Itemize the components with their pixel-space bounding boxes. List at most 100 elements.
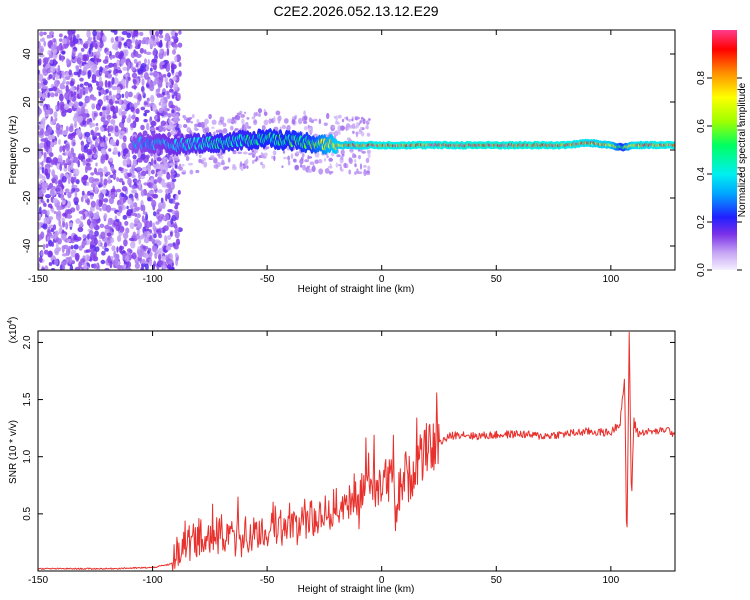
noise-cell (182, 169, 187, 173)
noise-cell (314, 159, 320, 164)
noise-cell (40, 138, 47, 142)
x-tick-label: 0 (379, 575, 385, 586)
noise-cell (98, 199, 103, 208)
noise-cell (126, 32, 132, 39)
noise-cell (233, 150, 236, 153)
noise-cell (64, 151, 69, 156)
noise-cell (70, 132, 77, 137)
noise-cell (88, 37, 91, 41)
noise-cell (361, 118, 363, 122)
noise-cell (70, 152, 73, 159)
noise-cell (41, 186, 47, 194)
noise-cell (165, 82, 171, 87)
noise-cell (303, 126, 308, 131)
noise-cell (73, 101, 79, 109)
noise-cell (257, 113, 261, 117)
noise-cell (267, 120, 271, 123)
noise-cell (69, 39, 74, 48)
noise-cell (42, 223, 48, 230)
spectrogram-panel: -150 -100 -50 0 50 100 -40 -20 0 20 40 Height of … (8, 29, 676, 295)
noise-cell (65, 58, 70, 65)
noise-cell (188, 162, 193, 166)
noise-cell (75, 65, 80, 72)
noise-cell (133, 79, 137, 85)
noise-cell (152, 183, 158, 190)
noise-cell (152, 103, 157, 112)
noise-cell (52, 76, 56, 81)
noise-cell (337, 114, 342, 119)
noise-cell (38, 73, 44, 82)
noise-cell (98, 80, 104, 88)
noise-cell (80, 106, 86, 115)
noise-cell (135, 233, 140, 240)
noise-cell (151, 199, 157, 208)
noise-cell (95, 138, 100, 143)
noise-cell (121, 186, 128, 192)
noise-cell (118, 178, 124, 183)
noise-cell (63, 77, 66, 85)
noise-cell (174, 38, 179, 43)
x-tick-label: -100 (143, 575, 163, 586)
noise-cell (116, 177, 120, 182)
noise-cell (68, 69, 72, 76)
noise-cell (54, 92, 59, 97)
noise-cell (162, 265, 167, 270)
y-tick-label: 0.5 (22, 506, 33, 520)
noise-cell (42, 67, 47, 74)
noise-cell (78, 153, 82, 160)
noise-cell (126, 248, 132, 253)
noise-cell (309, 161, 315, 166)
noise-cell (171, 262, 174, 267)
noise-cell (123, 239, 128, 247)
noise-cell (109, 260, 113, 269)
noise-cell (335, 162, 338, 168)
noise-cell (241, 118, 245, 125)
noise-cell (234, 119, 237, 124)
noise-cell (112, 94, 116, 102)
noise-cell (81, 54, 88, 62)
snr-y-axis: 0.5 1.0 1.5 2.0 (22, 335, 675, 521)
noise-cell (73, 176, 77, 183)
noise-cell (117, 129, 122, 134)
noise-cell (149, 258, 153, 267)
noise-cell (273, 155, 276, 162)
noise-cell (120, 250, 123, 255)
noise-cell (52, 86, 57, 92)
noise-cell (46, 236, 50, 242)
noise-cell (354, 154, 357, 158)
noise-cell (109, 138, 115, 146)
noise-cell (140, 170, 147, 177)
noise-cell (93, 56, 97, 65)
noise-cell (318, 159, 323, 164)
noise-cell (152, 222, 156, 231)
noise-cell (92, 146, 97, 154)
noise-cell (349, 124, 353, 129)
y-tick-label: 1.0 (22, 449, 33, 463)
noise-cell (166, 256, 169, 262)
noise-cell (162, 169, 166, 175)
noise-cell (156, 248, 159, 255)
noise-cell (155, 221, 160, 225)
noise-cell (245, 123, 249, 128)
noise-cell (88, 176, 95, 184)
noise-cell (77, 226, 84, 233)
noise-cell (158, 247, 162, 255)
noise-cell (62, 265, 66, 270)
noise-cell (98, 91, 102, 97)
noise-cell (89, 244, 93, 250)
noise-cell (138, 238, 142, 245)
noise-cell (69, 264, 74, 270)
noise-cell (100, 136, 104, 143)
noise-cell (121, 30, 128, 36)
noise-cell (240, 166, 244, 172)
noise-cell (170, 130, 174, 136)
noise-cell (157, 163, 164, 170)
noise-cell (73, 244, 79, 250)
noise-cell (43, 152, 47, 159)
noise-cell (74, 112, 79, 120)
noise-cell (122, 159, 128, 167)
noise-cell (104, 267, 110, 270)
noise-cell (156, 266, 160, 270)
noise-cell (341, 153, 345, 157)
noise-cell (124, 220, 129, 226)
